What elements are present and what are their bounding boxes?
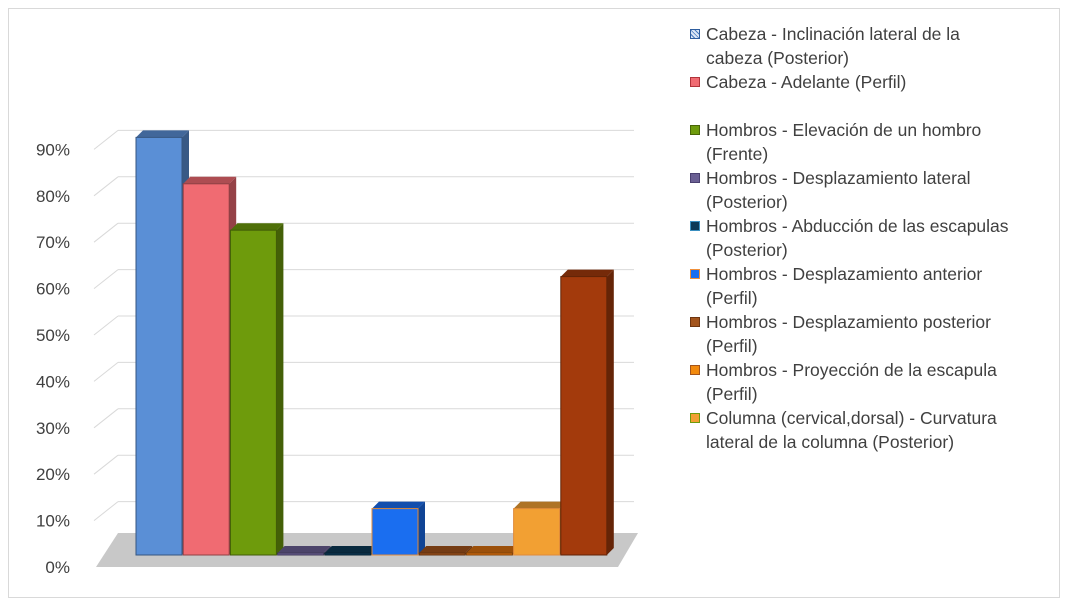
bar-top xyxy=(183,176,237,184)
gridline-connector xyxy=(93,222,119,243)
bar-top xyxy=(372,501,425,509)
bar xyxy=(324,546,378,556)
legend-item: Hombros - Abducción de las escapulas (Pos… xyxy=(688,214,1058,262)
y-tick-label: 60% xyxy=(36,280,70,299)
bar xyxy=(135,130,189,556)
bar-side xyxy=(276,223,284,555)
legend-swatch xyxy=(690,29,700,39)
legend-label: Hombros - Desplazamiento posterior xyxy=(706,312,991,332)
bar-chart: 0% 10% 20% 30% 40% 50% 60% 70% 80% 90% xyxy=(36,129,638,577)
y-tick-label: 40% xyxy=(36,372,70,391)
bar xyxy=(418,546,473,556)
legend: Cabeza - Inclinación lateral de la cabeza… xyxy=(688,22,1058,454)
bar-top xyxy=(230,223,284,231)
gridline-connector xyxy=(93,315,119,336)
legend-label: (Perfil) xyxy=(706,384,758,404)
bar-front xyxy=(418,552,466,556)
legend-swatch xyxy=(690,77,700,87)
legend-item: Hombros - Elevación de un hombro (Frente) xyxy=(688,118,1058,166)
bar xyxy=(229,223,284,556)
bar-top xyxy=(466,546,520,553)
legend-label: Hombros - Desplazamiento lateral xyxy=(706,168,971,188)
legend-swatch xyxy=(690,269,700,279)
legend-item: Hombros - Desplazamiento lateral (Posteri… xyxy=(688,166,1058,214)
legend-label: (Posterior) xyxy=(706,192,788,212)
bar-top xyxy=(324,546,378,553)
bar xyxy=(277,546,331,556)
bar-side xyxy=(606,269,614,555)
legend-swatch xyxy=(690,365,700,375)
gridline-connector xyxy=(93,501,119,521)
bar-front xyxy=(182,183,230,556)
legend-label: Hombros - Abducción de las escapulas xyxy=(706,216,1009,236)
legend-label: lateral de la columna (Posterior) xyxy=(706,432,955,452)
bar-top xyxy=(419,546,473,553)
y-tick-label: 70% xyxy=(36,233,70,252)
legend-swatch xyxy=(690,317,700,327)
bar-side xyxy=(418,501,425,555)
legend-item: Hombros - Proyección de la escapula (Perf… xyxy=(688,358,1058,406)
bar-top xyxy=(513,501,567,509)
legend-label: cabeza (Posterior) xyxy=(706,48,849,68)
legend-label: Hombros - Proyección de la escapula xyxy=(706,360,997,380)
y-tick-label: 50% xyxy=(36,326,70,345)
legend-item: Columna (cervical,dorsal) - Curvatura lat… xyxy=(688,406,1058,454)
bar xyxy=(182,176,237,556)
legend-item: Cabeza - Inclinación lateral de la cabeza… xyxy=(688,22,1058,70)
y-tick-label: 0% xyxy=(45,558,70,577)
legend-swatch xyxy=(690,413,700,423)
legend-swatch xyxy=(690,221,700,231)
gridline-connector xyxy=(93,130,119,150)
bars xyxy=(135,130,614,556)
bar xyxy=(371,501,425,556)
legend-swatch xyxy=(690,125,700,135)
bar-top xyxy=(136,130,189,138)
y-tick-label: 10% xyxy=(36,512,70,531)
bar-front xyxy=(465,552,513,556)
bar xyxy=(513,501,567,556)
bar-top xyxy=(277,546,331,553)
bar-front xyxy=(324,552,372,556)
gridline-connector xyxy=(93,176,119,197)
legend-label: (Posterior) xyxy=(706,240,788,260)
bar-front xyxy=(277,552,325,556)
legend-label: Cabeza - Inclinación lateral de la xyxy=(706,24,960,44)
bar-front xyxy=(513,508,561,556)
legend-label: (Perfil) xyxy=(706,336,758,356)
gridline-connector xyxy=(93,408,119,429)
bar-front xyxy=(560,276,608,556)
bar xyxy=(465,546,520,556)
y-axis-ticks: 0% 10% 20% 30% 40% 50% 60% 70% 80% 90% xyxy=(36,140,70,577)
bar-top xyxy=(560,269,614,277)
legend-label: Hombros - Elevación de un hombro xyxy=(706,120,982,140)
bar-front xyxy=(135,136,183,556)
legend-label: Cabeza - Adelante (Perfil) xyxy=(706,72,907,92)
y-tick-label: 80% xyxy=(36,187,70,206)
legend-swatch xyxy=(690,173,700,183)
y-tick-label: 90% xyxy=(36,140,70,159)
y-tick-label: 30% xyxy=(36,419,70,438)
bar-front xyxy=(229,229,277,556)
gridline-connector xyxy=(93,454,119,475)
legend-item: Hombros - Desplazamiento anterior (Perfil… xyxy=(688,262,1058,310)
legend-label: (Frente) xyxy=(706,144,769,164)
legend-label: Columna (cervical,dorsal) - Curvatura xyxy=(706,408,997,428)
y-tick-label: 20% xyxy=(36,465,70,484)
gridline-connector xyxy=(93,362,119,382)
legend-item: Hombros - Desplazamiento posterior (Perfi… xyxy=(688,310,1058,358)
gridline-connector xyxy=(93,269,119,289)
legend-label: Hombros - Desplazamiento anterior xyxy=(706,264,983,284)
bar-front xyxy=(371,508,419,556)
legend-item: Cabeza - Adelante (Perfil) xyxy=(688,70,1058,94)
bar xyxy=(560,269,614,556)
legend-label: (Perfil) xyxy=(706,288,758,308)
